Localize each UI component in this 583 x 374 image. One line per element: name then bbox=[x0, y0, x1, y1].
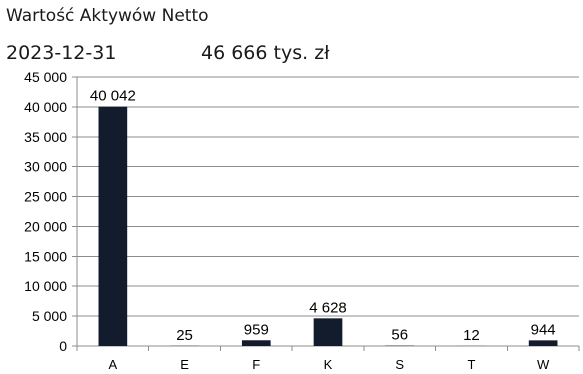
y-tick-label: 5 000 bbox=[32, 308, 67, 324]
x-tick-label: W bbox=[537, 357, 550, 372]
y-tick-label: 15 000 bbox=[24, 248, 67, 264]
y-tick-label: 30 000 bbox=[24, 159, 67, 175]
y-tick-label: 0 bbox=[59, 338, 67, 354]
report-date: 2023-12-31 bbox=[6, 42, 117, 64]
x-tick-label: A bbox=[109, 357, 118, 372]
y-tick-label: 10 000 bbox=[24, 278, 67, 294]
x-tick-label: F bbox=[252, 357, 260, 372]
chart-title: Wartość Aktywów Netto bbox=[6, 6, 209, 26]
data-label: 959 bbox=[244, 321, 269, 338]
y-tick-label: 20 000 bbox=[24, 218, 67, 234]
y-tick-label: 35 000 bbox=[24, 129, 67, 145]
bar bbox=[528, 340, 558, 346]
net-asset-total: 46 666 tys. zł bbox=[201, 42, 330, 64]
data-label: 944 bbox=[531, 321, 556, 338]
data-label: 56 bbox=[391, 327, 408, 344]
x-tick-label: S bbox=[395, 357, 404, 372]
y-tick-label: 45 000 bbox=[24, 69, 67, 85]
x-tick-label: E bbox=[180, 357, 189, 372]
data-label: 12 bbox=[463, 327, 480, 344]
bar bbox=[313, 318, 343, 346]
x-tick-label: T bbox=[467, 357, 475, 372]
data-label: 4 628 bbox=[309, 299, 347, 316]
data-label: 40 042 bbox=[90, 88, 136, 105]
y-tick-label: 40 000 bbox=[24, 99, 67, 115]
bar bbox=[98, 106, 128, 347]
bar bbox=[241, 340, 271, 346]
x-tick-label: K bbox=[324, 357, 333, 372]
y-tick-label: 25 000 bbox=[24, 189, 67, 205]
data-label: 25 bbox=[176, 327, 193, 344]
